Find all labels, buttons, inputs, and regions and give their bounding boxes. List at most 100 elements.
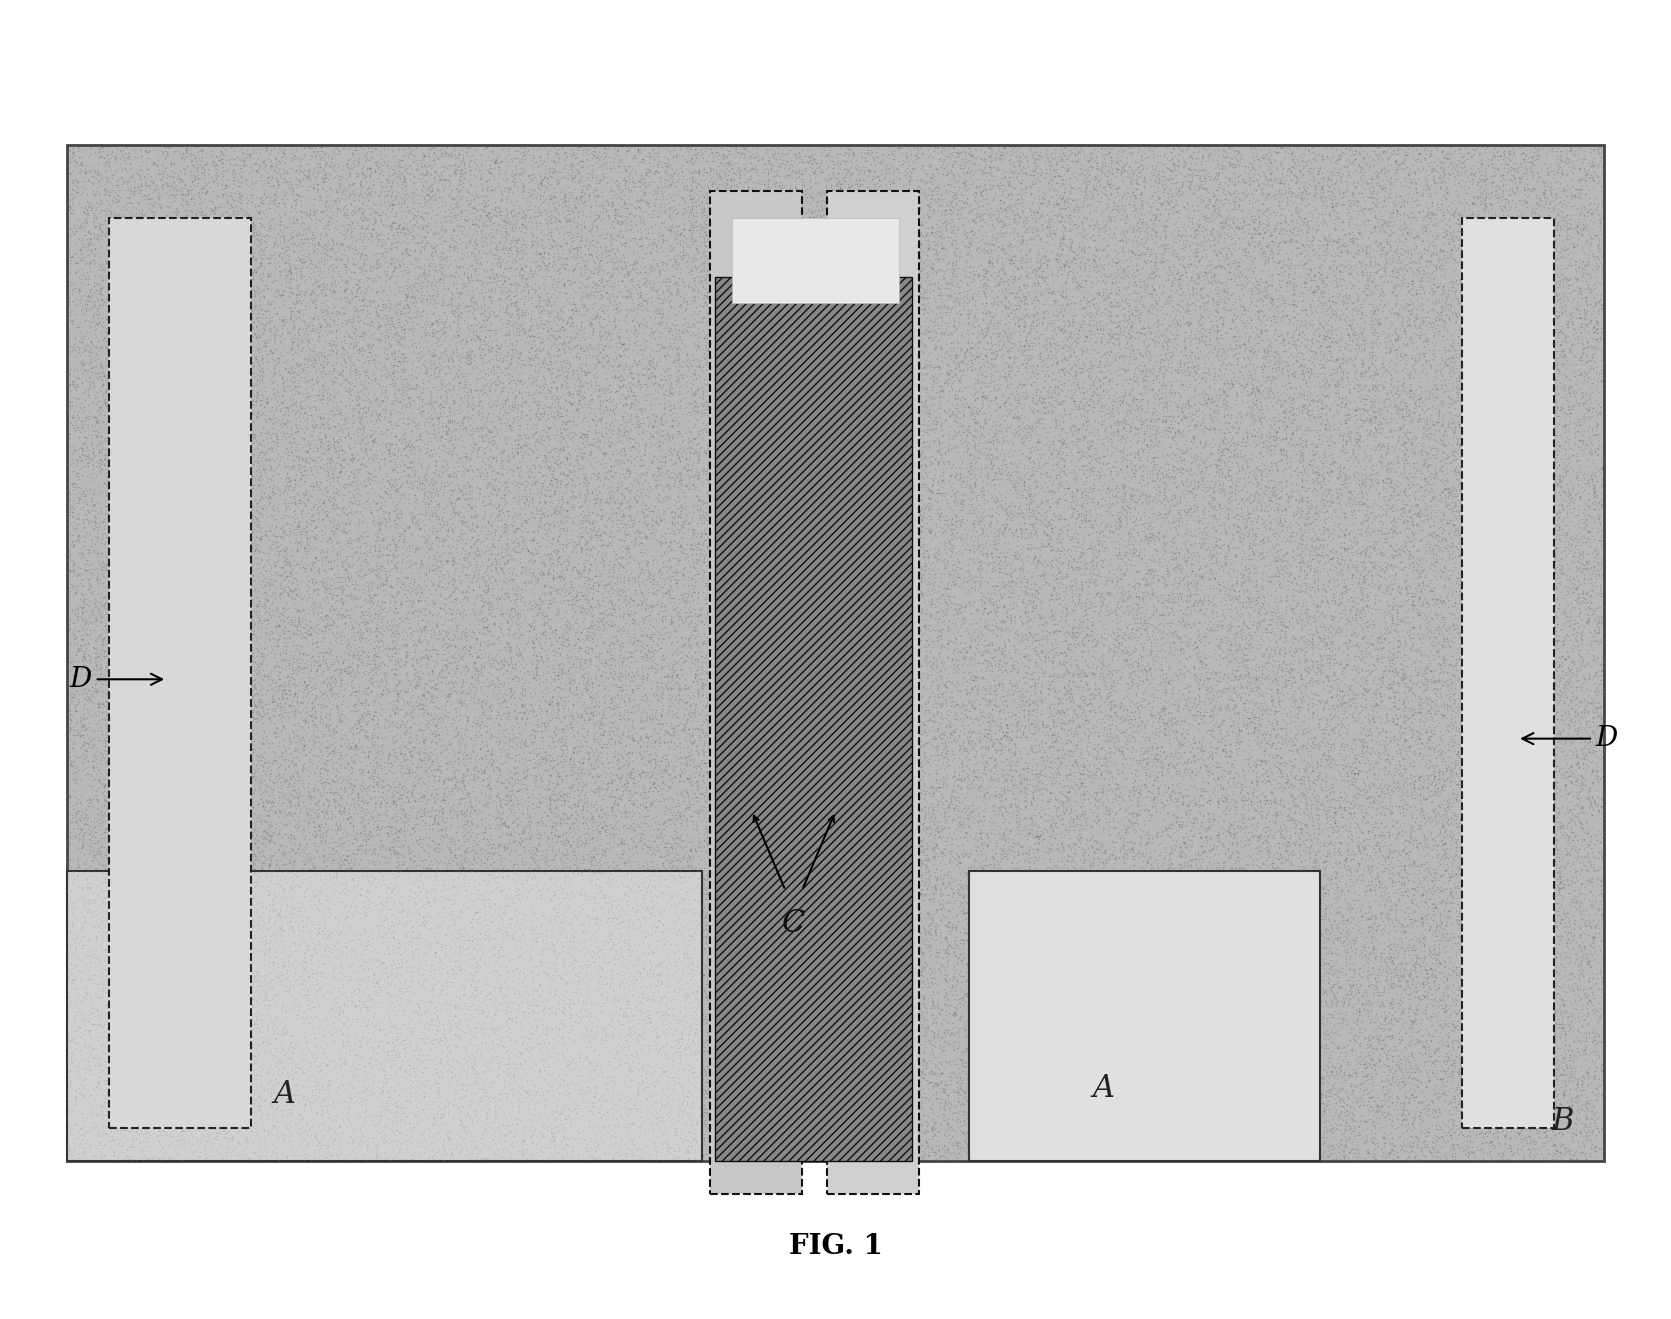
Point [1435, 543, 1462, 565]
Point [829, 554, 856, 575]
Point [119, 1125, 145, 1146]
Point [77, 1020, 104, 1041]
Point [259, 623, 286, 644]
Point [1120, 268, 1146, 289]
Point [383, 157, 409, 178]
Point [506, 1028, 533, 1049]
Point [226, 1066, 252, 1087]
Point [1084, 601, 1111, 623]
Point [1465, 454, 1492, 475]
Point [560, 294, 587, 315]
Point [767, 951, 794, 972]
Point [1136, 1134, 1163, 1155]
Point [1395, 405, 1422, 426]
Point [296, 907, 323, 929]
Point [944, 621, 971, 642]
Point [1536, 245, 1562, 266]
Point [1185, 761, 1211, 782]
Point [912, 692, 939, 714]
Point [1019, 1124, 1046, 1145]
Point [988, 463, 1014, 484]
Point [159, 418, 185, 439]
Point [1106, 508, 1133, 529]
Point [924, 367, 951, 388]
Point [1218, 284, 1245, 305]
Point [563, 794, 590, 815]
Point [117, 791, 144, 813]
Point [323, 256, 349, 277]
Point [1432, 485, 1459, 506]
Point [485, 157, 511, 178]
Point [1501, 1092, 1527, 1113]
Point [386, 166, 413, 187]
Point [1509, 412, 1536, 433]
Point [1136, 284, 1163, 305]
Point [396, 1109, 423, 1130]
Point [1287, 844, 1313, 865]
Point [851, 777, 877, 798]
Point [978, 332, 1004, 353]
Point [660, 530, 687, 551]
Point [1541, 634, 1567, 656]
Point [1146, 1058, 1173, 1079]
Point [1469, 506, 1496, 528]
Point [1318, 549, 1345, 570]
Point [931, 656, 957, 677]
Point [785, 218, 812, 239]
Point [1362, 322, 1389, 343]
Point [234, 969, 261, 991]
Point [1531, 968, 1557, 989]
Point [246, 977, 272, 998]
Point [1556, 1078, 1582, 1099]
Point [1211, 803, 1238, 824]
Point [1151, 330, 1178, 351]
Point [1270, 630, 1297, 652]
Point [190, 689, 217, 710]
Point [142, 506, 169, 528]
Point [991, 611, 1018, 632]
Point [70, 943, 97, 964]
Point [825, 408, 852, 429]
Point [1255, 703, 1282, 724]
Point [74, 466, 100, 487]
Point [1524, 375, 1551, 396]
Point [618, 255, 645, 276]
Point [839, 1076, 866, 1097]
Point [1370, 943, 1397, 964]
Point [892, 830, 919, 851]
Point [703, 667, 730, 689]
Point [715, 503, 742, 524]
Point [1136, 950, 1163, 971]
Point [1290, 489, 1317, 510]
Point [1076, 901, 1103, 922]
Point [754, 372, 780, 393]
Point [597, 488, 623, 509]
Point [266, 281, 292, 302]
Point [272, 1076, 299, 1097]
Point [1305, 367, 1332, 388]
Point [1343, 598, 1370, 619]
Point [628, 168, 655, 189]
Point [635, 727, 662, 748]
Point [962, 948, 989, 969]
Point [932, 985, 959, 1006]
Point [784, 385, 810, 406]
Point [468, 1121, 495, 1142]
Point [573, 702, 600, 723]
Point [602, 199, 628, 220]
Point [1574, 925, 1601, 946]
Point [438, 629, 465, 650]
Point [896, 1117, 922, 1138]
Point [1322, 649, 1348, 670]
Point [852, 926, 879, 947]
Point [401, 367, 428, 388]
Point [192, 989, 219, 1010]
Point [338, 448, 364, 470]
Point [421, 1058, 448, 1079]
Point [914, 1120, 941, 1141]
Point [1268, 820, 1295, 842]
Point [105, 270, 132, 291]
Point [839, 516, 866, 537]
Point [306, 681, 333, 702]
Point [588, 219, 615, 240]
